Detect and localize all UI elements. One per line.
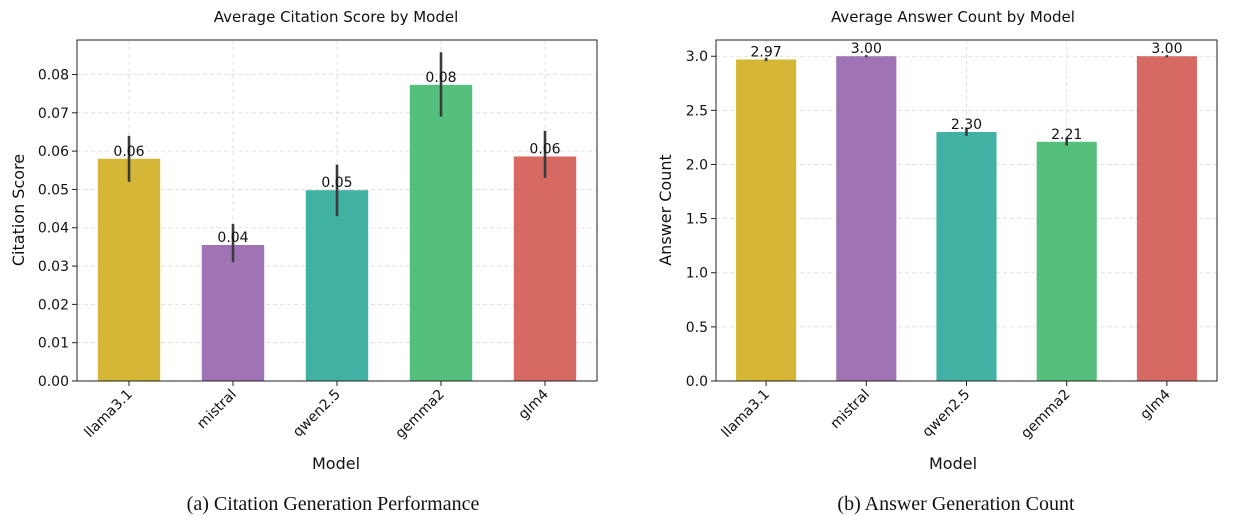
- chart-b-bar-glm4: [1136, 56, 1197, 381]
- chart-a-title: Average Citation Score by Model: [214, 8, 459, 26]
- chart-b-ytick-label: 3.0: [686, 49, 708, 65]
- chart-b-ytick-label: 2.5: [686, 103, 708, 119]
- chart-a-bar-qwen25: [305, 190, 369, 381]
- chart-b-bar-llama31: [736, 59, 797, 381]
- chart-b-ylabel: Answer Count: [656, 154, 675, 266]
- chart-a-ylabel: Citation Score: [9, 154, 28, 266]
- chart-a-ytick-label: 0.01: [38, 336, 69, 352]
- chart-b-xtick-label: llama3.1: [719, 387, 773, 441]
- chart-a-xtick-label: llama3.1: [81, 387, 135, 441]
- chart-a-bar-mistral: [201, 244, 265, 381]
- chart-b-xtick-label: glm4: [1137, 386, 1173, 422]
- chart-a-data-label: 0.06: [113, 144, 144, 160]
- chart-a-plot: 0.06 0.04 0.05 0.08 0.06 0.00 0.01 0.02 0.03 0.04…: [38, 39, 598, 442]
- chart-a-ytick-label: 0.06: [38, 144, 69, 160]
- chart-b-title: Average Answer Count by Model: [831, 8, 1075, 26]
- chart-b-xtick-label: mistral: [827, 387, 873, 433]
- chart-b-data-label: 3.00: [851, 41, 882, 57]
- chart-a-ytick-label: 0.08: [38, 67, 69, 83]
- chart-a-xtick-label: gemma2: [392, 387, 447, 442]
- chart-a-xtick-label: mistral: [194, 387, 240, 433]
- chart-b-ytick-label: 0.0: [686, 374, 708, 390]
- chart-a-xtick-label: qwen2.5: [290, 387, 344, 441]
- chart-b-ytick-label: 2.0: [686, 157, 708, 173]
- chart-a-data-label: 0.04: [217, 230, 248, 246]
- chart-b-data-label: 3.00: [1151, 41, 1182, 57]
- chart-b-bar-qwen25: [936, 132, 997, 381]
- chart-b-xtick-label: gemma2: [1018, 387, 1073, 442]
- chart-a-xtick-label: glm4: [516, 386, 552, 422]
- chart-a-ytick-label: 0.03: [38, 259, 69, 275]
- chart-a-xlabel: Model: [312, 454, 360, 473]
- chart-b-xlabel: Model: [929, 454, 977, 473]
- chart-a-ytick-label: 0.04: [38, 221, 69, 237]
- chart-b-caption: (b) Answer Generation Count: [837, 493, 1075, 515]
- chart-b-ytick-label: 1.0: [686, 266, 708, 282]
- chart-a-bar-gemma2: [409, 84, 473, 381]
- chart-a-ytick-label: 0.02: [38, 297, 69, 313]
- chart-b-xtick-label: qwen2.5: [920, 387, 974, 441]
- chart-a-data-label: 0.05: [321, 175, 352, 191]
- chart-a-ytick-label: 0.07: [38, 106, 69, 122]
- chart-b-data-label: 2.97: [751, 44, 782, 60]
- chart-b-plot: 2.97 3.00 2.30 2.21 3.00 0.0 0.5 1.0 1.5 2.0 2.5 3.…: [686, 39, 1218, 442]
- chart-b-ytick-label: 0.5: [686, 320, 708, 336]
- chart-a-data-label: 0.06: [529, 141, 560, 157]
- chart-a-bar-llama31: [97, 158, 161, 381]
- chart-b-bar-mistral: [836, 56, 897, 381]
- chart-a-bar-glm4: [513, 156, 577, 381]
- chart-a-ytick-label: 0.05: [38, 182, 69, 198]
- chart-a-caption: (a) Citation Generation Performance: [187, 493, 480, 515]
- chart-a-ytick-label: 0.00: [38, 374, 69, 390]
- chart-a-data-label: 0.08: [425, 70, 456, 86]
- chart-b-bar-gemma2: [1036, 141, 1097, 381]
- chart-b-data-label: 2.30: [951, 117, 982, 133]
- chart-b-data-label: 2.21: [1051, 127, 1082, 143]
- chart-b-ytick-label: 1.5: [686, 212, 708, 228]
